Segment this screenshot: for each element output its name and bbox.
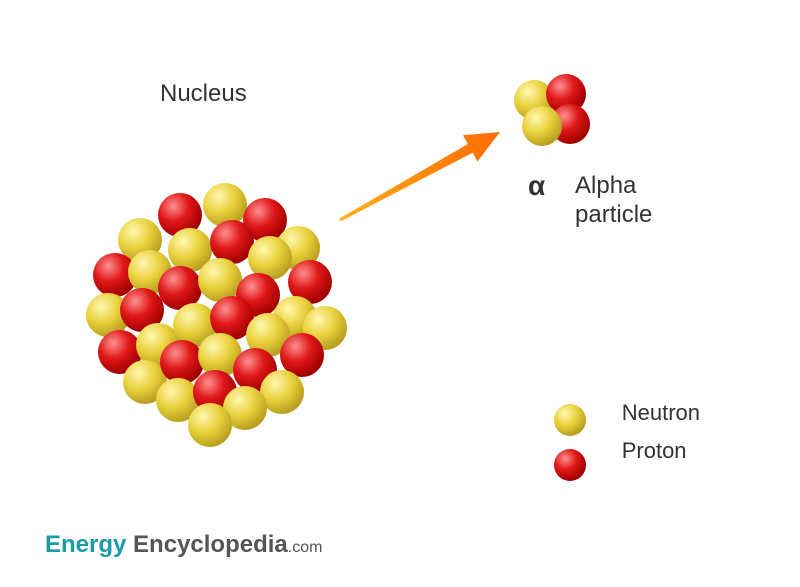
diagram-svg — [0, 0, 800, 587]
proton-sphere — [210, 220, 254, 264]
neutron-sphere — [203, 183, 247, 227]
proton-sphere — [160, 340, 204, 384]
logo-part3: .com — [288, 539, 323, 556]
logo-part1: Energy — [45, 531, 126, 558]
alpha-line2: particle — [575, 201, 652, 228]
nucleus-label: Nucleus — [160, 80, 247, 108]
emission-arrow — [339, 132, 500, 221]
alpha-line1: Alpha — [575, 172, 636, 199]
alpha-symbol: α — [528, 170, 545, 202]
legend-neutron-label: Neutron — [622, 400, 700, 426]
nucleus-cluster — [86, 183, 347, 447]
alpha-particle-label: Alpha particle — [575, 172, 652, 230]
neutron-sphere — [188, 403, 232, 447]
legend-proton-label: Proton — [622, 438, 687, 464]
legend: Neutron Proton — [570, 400, 700, 476]
arrow-icon — [339, 132, 500, 221]
alpha-particle-cluster — [514, 74, 590, 146]
neutron-sphere — [522, 106, 562, 146]
neutron-sphere — [198, 258, 242, 302]
proton-sphere — [280, 333, 324, 377]
logo-part2: Encyclopedia — [133, 531, 288, 558]
logo: Energy Encyclopedia.com — [45, 531, 322, 559]
legend-row-neutron: Neutron — [570, 400, 700, 426]
legend-row-proton: Proton — [570, 438, 700, 464]
